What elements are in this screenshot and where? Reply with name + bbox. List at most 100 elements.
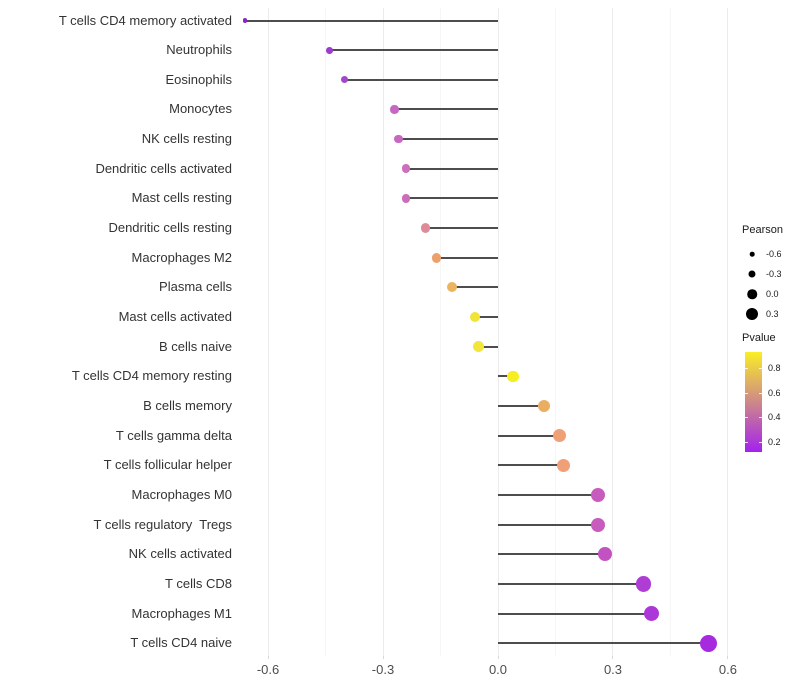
lollipop-stem xyxy=(498,553,606,556)
lollipop-stem xyxy=(394,108,498,111)
pvalue-gradient-wrap: 0.8 0.6 0.4 0.2 xyxy=(742,352,800,464)
pvalue-legend-label: 0.8 xyxy=(768,363,781,373)
x-axis-tick xyxy=(727,656,729,659)
gridline-major xyxy=(267,8,269,656)
category-label: Mast cells activated xyxy=(118,309,232,325)
gridline-minor xyxy=(554,8,556,656)
lollipop-point xyxy=(473,341,485,353)
lollipop-point xyxy=(242,18,248,23)
pvalue-legend-label: 0.2 xyxy=(768,436,781,447)
pvalue-gradient-tick xyxy=(745,368,748,369)
lollipop-point xyxy=(401,194,411,203)
lollipop-point xyxy=(643,605,660,622)
lollipop-stem xyxy=(425,227,498,230)
gridline-major xyxy=(727,8,729,656)
pvalue-legend-title: Pvalue xyxy=(742,332,776,344)
pvalue-gradient-bar xyxy=(745,352,762,452)
pearson-legend-dot xyxy=(746,308,758,320)
pvalue-color-legend: Pvalue 0.8 0.6 0.4 0.2 xyxy=(742,332,800,464)
pearson-legend-entry: 0.0 xyxy=(742,284,800,304)
category-label: Dendritic cells activated xyxy=(95,160,232,176)
pearson-legend-label: -0.6 xyxy=(766,249,782,259)
pvalue-gradient-tick xyxy=(745,441,748,443)
pearson-legend-label: 0.3 xyxy=(766,309,779,319)
pearson-legend-entry: 0.3 xyxy=(742,304,800,324)
lollipop-stem xyxy=(478,345,498,348)
category-label: Macrophages M0 xyxy=(131,487,232,503)
category-label: Dendritic cells resting xyxy=(108,220,232,236)
lollipop-stem xyxy=(406,197,498,200)
pvalue-legend-label: 0.6 xyxy=(768,387,781,398)
lollipop-point xyxy=(700,634,718,652)
lollipop-stem xyxy=(329,49,498,52)
lollipop-stem xyxy=(344,78,498,81)
x-axis-tick xyxy=(267,656,269,659)
gridline-minor xyxy=(440,8,441,656)
gridline-minor xyxy=(325,8,326,656)
lollipop-stem xyxy=(452,286,498,289)
pearson-legend-entry: -0.3 xyxy=(742,264,800,284)
category-label: NK cells resting xyxy=(141,131,232,147)
lollipop-point xyxy=(341,76,349,84)
category-label: Neutrophils xyxy=(166,42,232,58)
lollipop-point xyxy=(446,282,457,293)
lollipop-stem xyxy=(498,464,564,467)
lollipop-point xyxy=(537,399,551,413)
category-label: NK cells activated xyxy=(128,546,232,562)
lollipop-stem xyxy=(498,612,652,615)
lollipop-stem xyxy=(436,256,498,259)
pearson-legend-label: -0.3 xyxy=(766,269,782,279)
category-label: T cells CD4 naive xyxy=(130,635,232,651)
pvalue-gradient-tick xyxy=(759,392,762,394)
category-label: Mast cells resting xyxy=(131,190,232,206)
gridline-minor xyxy=(669,8,671,656)
x-axis-tick xyxy=(382,656,384,659)
lollipop-point xyxy=(590,488,605,503)
category-label: Plasma cells xyxy=(159,279,232,295)
category-label: Macrophages M1 xyxy=(131,605,232,621)
lollipop-point xyxy=(394,134,403,144)
category-label: Monocytes xyxy=(169,101,232,117)
pearson-legend-dot xyxy=(747,289,757,299)
category-label: B cells memory xyxy=(143,398,232,414)
x-axis-tick xyxy=(497,656,499,659)
lollipop-point xyxy=(590,517,605,532)
pvalue-gradient-tick xyxy=(759,441,762,443)
category-label: Macrophages M2 xyxy=(131,249,232,265)
x-axis-tick-label: -0.3 xyxy=(371,662,395,677)
lollipop-stem xyxy=(498,494,598,497)
pearson-legend-entry: -0.6 xyxy=(742,244,800,264)
lollipop-point xyxy=(552,429,566,443)
lollipop-point xyxy=(636,576,652,592)
lollipop-point xyxy=(420,223,430,233)
lollipop-point xyxy=(390,105,399,114)
lollipop-point xyxy=(326,46,333,54)
category-label: T cells CD4 memory activated xyxy=(58,12,232,28)
category-label: Eosinophils xyxy=(165,71,233,87)
x-axis-tick-label: -0.6 xyxy=(256,662,280,677)
pearson-size-legend: Pearson -0.6 -0.3 0.0 0.3 xyxy=(742,224,800,324)
lollipop-point xyxy=(401,164,411,174)
lollipop-stem xyxy=(406,167,498,170)
x-axis-tick-label: 0.6 xyxy=(718,662,737,677)
pvalue-gradient-tick xyxy=(745,417,748,418)
lollipop-stem xyxy=(245,19,498,22)
category-label: T cells gamma delta xyxy=(115,427,232,443)
category-label: T cells CD4 memory resting xyxy=(71,368,232,384)
lollipop-point xyxy=(598,547,613,562)
lollipop-stem xyxy=(498,642,709,645)
x-axis-tick-label: 0.3 xyxy=(603,662,623,677)
pvalue-legend-label: 0.4 xyxy=(768,412,781,422)
lollipop-stem xyxy=(498,434,560,437)
category-label: B cells naive xyxy=(159,338,232,354)
lollipop-point xyxy=(469,311,481,323)
lollipop-point xyxy=(556,458,570,472)
gridline-major xyxy=(497,8,499,656)
lollipop-stem xyxy=(498,583,644,586)
lollipop-stem xyxy=(498,375,514,378)
lollipop-stem xyxy=(498,523,598,526)
lollipop-stem xyxy=(475,316,498,319)
category-label: T cells regulatory Tregs xyxy=(93,516,232,532)
pearson-legend-entries: -0.6 -0.3 0.0 0.3 xyxy=(742,244,800,324)
